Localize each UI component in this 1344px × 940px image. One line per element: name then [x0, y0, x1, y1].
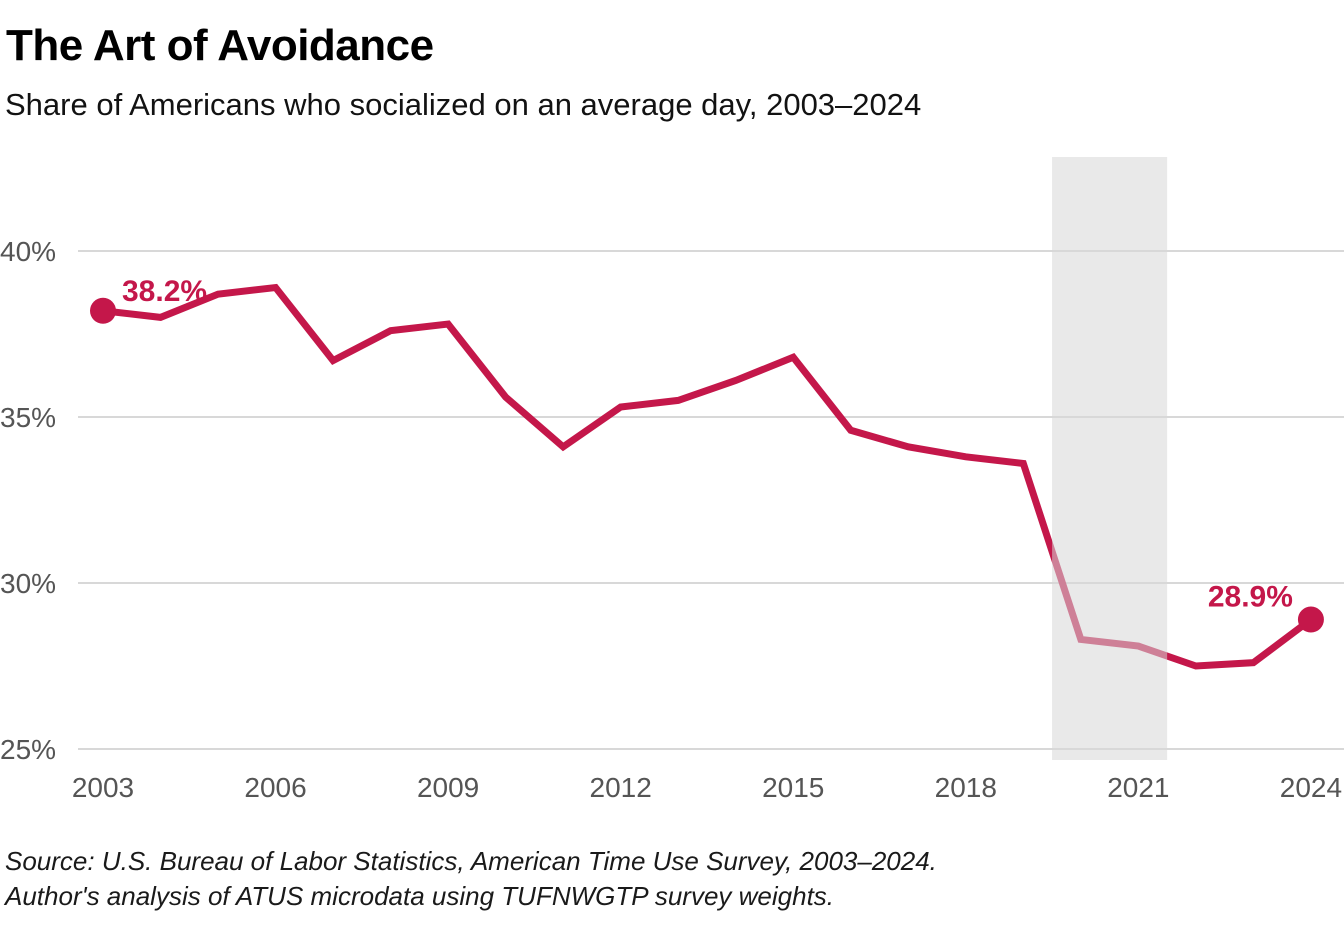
x-tick-label: 2006: [244, 772, 306, 803]
end-value-label: 28.9%: [1208, 581, 1293, 614]
x-tick-label: 2021: [1107, 772, 1169, 803]
socializing-line-chart: 40% 35% 30% 25% 2003 2006 2009 2012 2015 2018 2021…: [0, 157, 1344, 803]
y-tick-label: 35%: [0, 402, 56, 433]
end-dot: [1297, 606, 1324, 633]
x-tick-label: 2009: [417, 772, 479, 803]
start-value-label: 38.2%: [122, 275, 207, 308]
source-note-line1: Source: U.S. Bureau of Labor Statistics,…: [5, 846, 937, 876]
covid-highlight-band: [1052, 157, 1168, 760]
chart-title: The Art of Avoidance: [6, 21, 434, 70]
x-tick-label: 2024: [1280, 772, 1342, 803]
x-tick-label: 2018: [935, 772, 997, 803]
x-tick-label: 2012: [590, 772, 652, 803]
source-note-line2: Author's analysis of ATUS microdata usin…: [5, 881, 835, 911]
y-tick-label: 30%: [0, 568, 56, 599]
start-dot: [90, 297, 116, 324]
y-tick-label: 40%: [0, 236, 56, 267]
source-note: Source: U.S. Bureau of Labor Statistics,…: [5, 844, 937, 914]
y-tick-label: 25%: [0, 734, 56, 765]
x-tick-label: 2015: [762, 772, 824, 803]
x-tick-label: 2003: [72, 772, 134, 803]
chart-subtitle: Share of Americans who socialized on an …: [5, 87, 922, 122]
